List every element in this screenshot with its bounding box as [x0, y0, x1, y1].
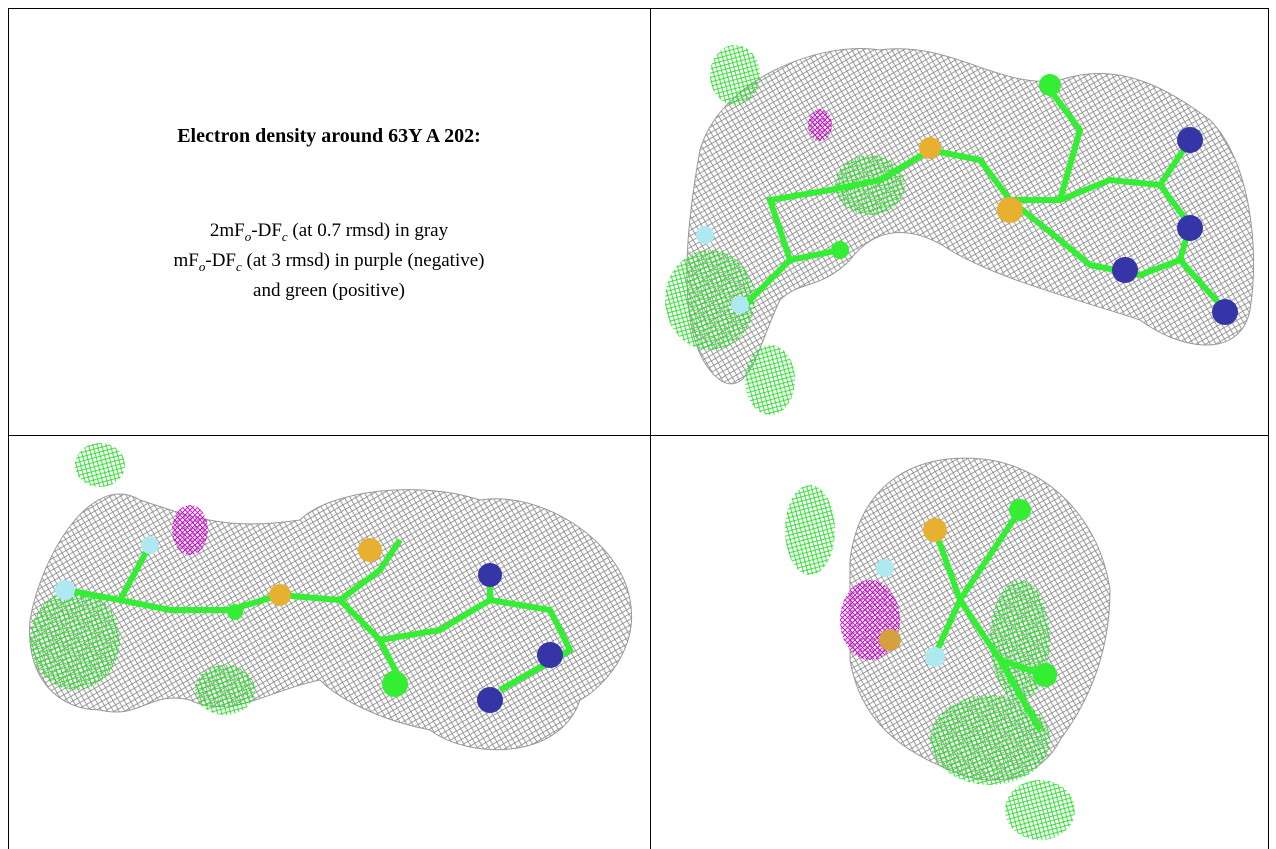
legend-text: 2mFo-DFc (at 0.7 rmsd) in gray mFo-DFc (… [9, 219, 649, 303]
text: (at 0.7 rmsd) in gray [287, 220, 449, 241]
subscript: o [244, 228, 252, 244]
atom [923, 518, 947, 542]
atom [358, 538, 382, 562]
density-view [29, 443, 632, 751]
mesh-green [195, 665, 255, 715]
subscript: o [198, 258, 206, 274]
line: mFo-DFc (at 3 rmsd) in purple (negative) [9, 249, 649, 279]
mesh-green [930, 695, 1050, 785]
atom [1033, 663, 1057, 687]
atom [925, 647, 945, 667]
atom [382, 671, 408, 697]
atom [55, 580, 75, 600]
atom [1009, 499, 1031, 521]
mesh-green [665, 250, 755, 350]
density-view [665, 45, 1255, 415]
atom [831, 241, 849, 259]
text: 2mF [209, 220, 245, 241]
atom [477, 687, 503, 713]
subscript: c [281, 228, 288, 244]
mesh-green [785, 485, 835, 575]
atom [997, 197, 1023, 223]
line: and green (positive) [9, 279, 649, 303]
text: -DF [251, 220, 282, 241]
atom [1177, 215, 1203, 241]
atom [1177, 127, 1203, 153]
atom [876, 559, 894, 577]
atom [141, 536, 159, 554]
atom [269, 584, 291, 606]
mesh-gray [849, 457, 1111, 781]
atom [478, 563, 502, 587]
mesh-gray [29, 489, 632, 751]
atom [696, 226, 714, 244]
subscript: c [236, 258, 242, 274]
atom [731, 296, 749, 314]
text: mF [173, 249, 199, 271]
bonds [737, 88, 1228, 313]
mesh-green [745, 345, 795, 415]
atoms [876, 499, 1057, 687]
atoms [696, 74, 1238, 325]
bonds [932, 508, 1046, 732]
text: and green (positive) [253, 279, 405, 301]
atom [1212, 299, 1238, 325]
mesh-green [710, 45, 760, 105]
atom [537, 642, 563, 668]
mesh-green [30, 590, 120, 690]
mesh-green [1005, 780, 1075, 840]
text: (at 3 rmsd) in purple (negative) [241, 249, 485, 271]
atoms [55, 536, 563, 713]
atom [227, 604, 243, 620]
atom [1112, 257, 1138, 283]
density-view [785, 457, 1111, 840]
mesh-green [75, 443, 125, 487]
atom [1039, 74, 1061, 96]
atom [919, 137, 941, 159]
atom [879, 629, 901, 651]
mesh-purple [808, 109, 832, 141]
grid-lines [8, 8, 1269, 849]
text: -DF [205, 249, 236, 271]
description: Electron density around 63Y A 202: 2mFo-… [9, 9, 649, 434]
line: 2mFo-DFc (at 0.7 rmsd) in gray [9, 219, 649, 249]
mesh-gray [686, 48, 1255, 385]
mesh-purple [172, 505, 208, 555]
title: Electron density around 63Y A 202: [177, 125, 481, 147]
